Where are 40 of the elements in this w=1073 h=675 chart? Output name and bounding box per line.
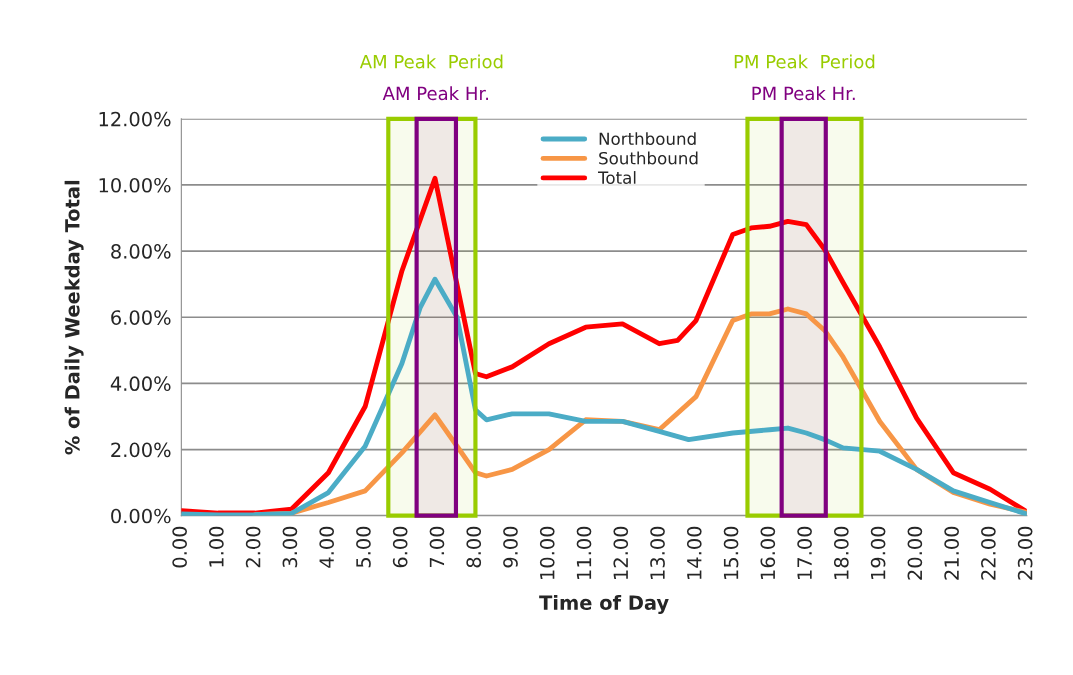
y-tick-label: 10.00% — [99, 177, 171, 193]
x-tick-label: 13.00 — [650, 526, 665, 579]
x-tick-label: 5.00 — [356, 526, 371, 568]
legend-label: Northbound — [599, 132, 696, 146]
x-tick-label: 12.00 — [613, 526, 629, 579]
x-tick-label: 18.00 — [833, 526, 849, 579]
x-tick-label: 16.00 — [760, 526, 776, 579]
x-tick-label: 11.00 — [576, 526, 592, 579]
x-tick-label: 7.00 — [429, 526, 445, 568]
y-tick-label: 4.00% — [110, 376, 171, 392]
y-tick-label: 8.00% — [111, 244, 171, 259]
band-label: AM Peak Period — [359, 54, 503, 69]
x-tick-label: 6.00 — [392, 526, 408, 568]
x-tick-label: 9.00 — [503, 526, 518, 568]
y-tick-label: 6.00% — [111, 310, 171, 325]
x-axis-title: Time of Day — [539, 594, 669, 614]
x-tick-label: 14.00 — [686, 526, 702, 579]
legend-label: Southbound — [599, 151, 698, 165]
y-tick-label: 12.00% — [99, 111, 171, 127]
x-tick-label: 2.00 — [245, 526, 261, 568]
x-tick-label: 4.00 — [319, 526, 335, 568]
x-tick-label: 0.00 — [172, 526, 187, 568]
x-tick-label: 10.00 — [539, 526, 555, 579]
band-label: PM Peak Hr. — [752, 86, 855, 101]
x-tick-label: 19.00 — [870, 526, 886, 579]
y-axis-title: % of Daily Weekday Total — [64, 180, 84, 455]
x-tick-label: 1.00 — [209, 526, 224, 567]
x-tick-label: 20.00 — [907, 526, 923, 580]
x-tick-label: 8.00 — [466, 526, 482, 568]
x-tick-label: 17.00 — [797, 526, 812, 579]
x-tick-label: 3.00 — [282, 526, 298, 568]
x-tick-label: 23.00 — [1017, 526, 1033, 580]
x-tick-label: 21.00 — [944, 526, 959, 580]
y-tick-label: 0.00% — [111, 508, 171, 524]
legend-label: Total — [598, 171, 636, 184]
band-label: PM Peak Period — [734, 54, 875, 69]
y-tick-label: 2.00% — [111, 442, 171, 458]
x-tick-label: 15.00 — [723, 526, 739, 579]
x-tick-label: 22.00 — [981, 526, 996, 580]
band-label: AM Peak Hr. — [382, 86, 489, 101]
